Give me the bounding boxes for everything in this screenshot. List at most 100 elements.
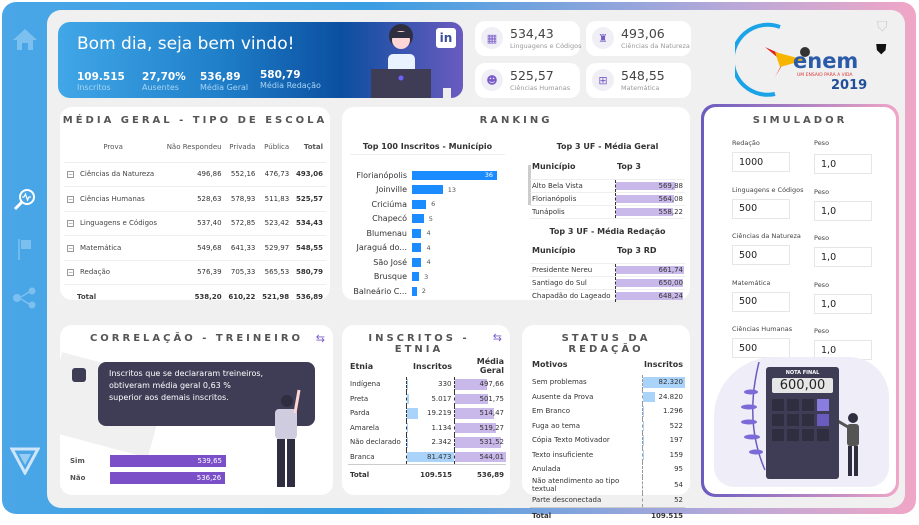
result-label: NOTA FINAL: [766, 370, 839, 376]
home-icon[interactable]: [10, 24, 40, 54]
filter-icon[interactable]: ⛉: [877, 19, 888, 35]
weight-input[interactable]: 1,0: [814, 154, 872, 174]
score-input[interactable]: [732, 152, 790, 172]
result-value: 600,00: [772, 378, 833, 393]
bar-row[interactable]: Blumenau 4: [342, 227, 431, 239]
weight-input[interactable]: 1,0: [814, 294, 872, 314]
score-input[interactable]: [732, 245, 790, 265]
weight-input[interactable]: 1,0: [814, 201, 872, 221]
expand-icon[interactable]: −: [67, 245, 74, 252]
score-input[interactable]: [732, 292, 790, 312]
field-label: Redação: [732, 139, 760, 147]
bar-label: Blumenau: [342, 229, 412, 238]
flag-icon[interactable]: [10, 234, 40, 264]
expand-icon[interactable]: −: [67, 269, 74, 276]
swap-icon[interactable]: ⇆: [493, 331, 502, 344]
clear-filter-icon[interactable]: ⛊: [876, 42, 887, 58]
swap-icon[interactable]: ⇆: [316, 332, 325, 345]
bar-label: Balneário C...: [342, 287, 412, 296]
linkedin-icon[interactable]: in: [436, 28, 456, 48]
bar-label: Criciúma: [342, 200, 412, 209]
bar: [412, 272, 419, 281]
bar: [412, 258, 421, 267]
expand-icon[interactable]: −: [67, 220, 74, 227]
bar-label: São José: [342, 258, 412, 267]
top3-redacao-title: Top 3 UF - Média Redação: [530, 227, 685, 236]
bar: [412, 229, 421, 238]
expand-icon[interactable]: −: [67, 171, 74, 178]
weight-input[interactable]: 1,0: [814, 247, 872, 267]
correlacao-panel: CORRELAÇÃO - TREINEIRO ⇆ Inscritos que s…: [60, 325, 333, 495]
weight-label: Peso: [814, 188, 829, 196]
bar: [412, 200, 426, 209]
analytics-search-icon[interactable]: [10, 185, 40, 215]
person-illustration: [839, 412, 869, 487]
panel-title: CORRELAÇÃO - TREINEIRO: [60, 333, 333, 344]
bar-label: Não: [70, 474, 110, 482]
score-input[interactable]: [732, 338, 790, 358]
bar-label: Joinville: [342, 185, 412, 194]
bar-value: 3: [419, 273, 428, 281]
weight-label: Peso: [814, 234, 829, 242]
bar-row[interactable]: Jaraguá do...4: [342, 242, 431, 254]
calculator-icon: ⊞: [592, 69, 614, 91]
greeting: Bom dia, seja bem vindo!: [77, 34, 294, 54]
inscritos-bar: [643, 406, 644, 417]
bar: 36: [412, 171, 497, 180]
bar-row[interactable]: Balneário C...2: [342, 285, 426, 297]
bar: 539,65: [110, 455, 226, 467]
share-icon[interactable]: [10, 283, 40, 313]
expand-icon[interactable]: −: [67, 196, 74, 203]
score-input[interactable]: [732, 199, 790, 219]
weight-label: Peso: [814, 327, 829, 335]
decor-square: [72, 368, 86, 382]
bar-value: 4: [421, 244, 430, 252]
field-label: Linguagens e Códigos: [732, 186, 803, 194]
bar-value: 4: [421, 229, 430, 237]
